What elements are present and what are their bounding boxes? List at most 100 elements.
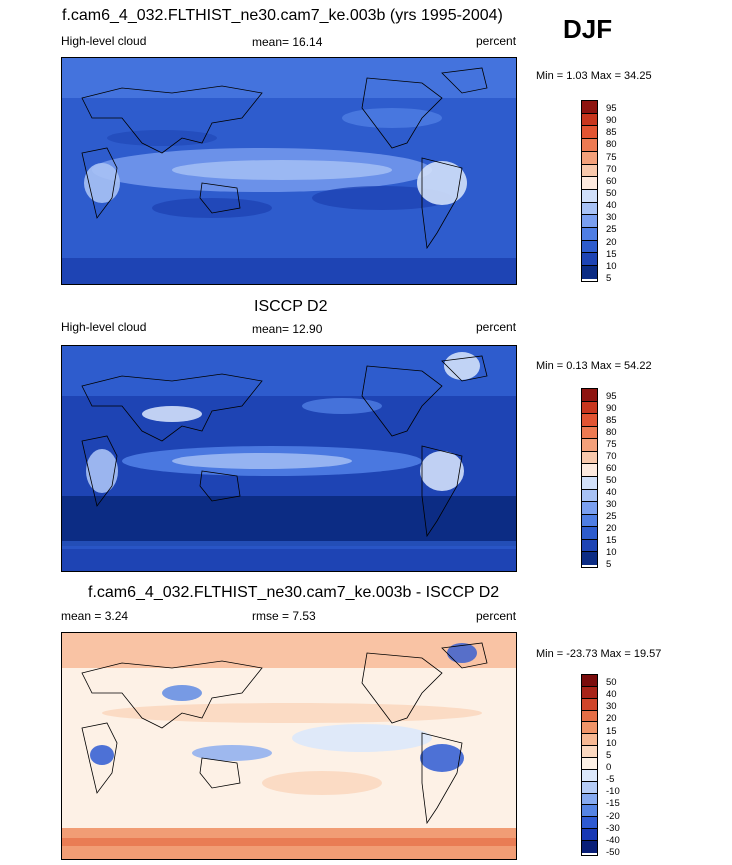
colorbar-tick-label: 20 <box>606 523 617 534</box>
colorbar-tick-label: 40 <box>606 689 617 701</box>
colorbar-tick-label: -20 <box>606 810 620 822</box>
colorbar-segment <box>582 215 597 229</box>
panel3-minmax: Min = -23.73 Max = 19.57 <box>536 648 662 660</box>
panel3-map <box>61 632 517 860</box>
colorbar-segment <box>582 189 597 203</box>
colorbar-segment <box>582 253 597 267</box>
panel3-mean: mean = 3.24 <box>61 609 129 623</box>
colorbar-tick-label: 85 <box>606 127 617 139</box>
panel3-title: f.cam6_4_032.FLTHIST_ne30.cam7_ke.003b -… <box>88 584 500 601</box>
colorbar-tick-label: 15 <box>606 725 617 737</box>
colorbar-segment <box>582 758 597 770</box>
colorbar-tick-label: 0 <box>606 762 612 773</box>
colorbar-segment <box>582 734 597 747</box>
colorbar-segment <box>582 464 597 477</box>
panel3-rmse: rmse = 7.53 <box>252 609 316 623</box>
colorbar-tick-label: 15 <box>606 248 617 260</box>
colorbar-segment <box>582 113 597 127</box>
panel2-map <box>61 345 517 572</box>
colorbar-segment <box>582 769 597 782</box>
colorbar-segment <box>582 126 597 140</box>
panel2-title: ISCCP D2 <box>254 298 328 315</box>
colorbar-tick-label: 5 <box>606 273 612 284</box>
panel3-units: percent <box>476 609 517 623</box>
colorbar-segment <box>582 829 597 842</box>
colorbar-tick-label: 50 <box>606 475 617 486</box>
colorbar-tick-label: 25 <box>606 511 617 522</box>
colorbar-segment <box>582 817 597 830</box>
colorbar-segment <box>582 489 597 503</box>
colorbar-segment <box>582 793 597 806</box>
colorbar-segment <box>582 539 597 553</box>
colorbar-tick-label: 95 <box>606 391 617 402</box>
colorbar-segment <box>582 177 597 190</box>
colorbar-segment <box>582 439 597 452</box>
colorbar-segment <box>582 841 597 853</box>
colorbar-tick-label: -40 <box>606 834 620 846</box>
colorbar-segment <box>582 426 597 440</box>
colorbar-tick-label: 30 <box>606 701 617 713</box>
panel2-mean: mean= 12.90 <box>252 322 323 336</box>
season-label: DJF <box>563 14 613 44</box>
colorbar-segment <box>582 266 597 279</box>
colorbar-tick-label: 40 <box>606 200 617 212</box>
colorbar-segment <box>582 476 597 490</box>
colorbar-tick-label: -5 <box>606 774 615 786</box>
colorbar-tick-label: 75 <box>606 151 617 163</box>
panel1-map <box>61 57 517 285</box>
colorbar-tick-label: 30 <box>606 212 617 224</box>
colorbar-segment <box>582 698 597 711</box>
colorbar-segment <box>582 502 597 515</box>
panel1-units: percent <box>476 34 517 48</box>
colorbar-segment <box>582 675 597 687</box>
colorbar-tick-label: -10 <box>606 786 620 798</box>
colorbar-tick-label: 80 <box>606 427 617 438</box>
colorbar-segment <box>582 228 597 241</box>
colorbar-segment <box>582 151 597 165</box>
colorbar-tick-label: -50 <box>606 847 620 858</box>
panel3-colorbar <box>581 674 598 856</box>
colorbar-segment <box>582 101 597 114</box>
colorbar-segment <box>582 202 597 216</box>
colorbar-segment <box>582 527 597 540</box>
colorbar-tick-label: 25 <box>606 224 617 236</box>
colorbar-tick-label: 30 <box>606 499 617 510</box>
colorbar-tick-label: 70 <box>606 163 617 175</box>
colorbar-tick-label: 20 <box>606 236 617 248</box>
panel1-mean: mean= 16.14 <box>252 35 323 49</box>
colorbar-tick-label: 10 <box>606 260 617 272</box>
colorbar-segment <box>582 686 597 699</box>
colorbar-tick-label: 5 <box>606 559 612 570</box>
colorbar-segment <box>582 240 597 254</box>
colorbar-tick-label: 70 <box>606 451 617 462</box>
colorbar-segment <box>582 139 597 152</box>
colorbar-segment <box>582 164 597 178</box>
colorbar-segment <box>582 401 597 415</box>
colorbar-tick-label: 75 <box>606 439 617 450</box>
colorbar-segment <box>582 805 597 818</box>
colorbar-segment <box>582 722 597 735</box>
colorbar-segment <box>582 710 597 723</box>
panel2-units: percent <box>476 320 517 334</box>
colorbar-tick-label: 90 <box>606 115 617 127</box>
colorbar-segment <box>582 451 597 465</box>
colorbar-tick-label: 20 <box>606 713 617 725</box>
colorbar-tick-label: 10 <box>606 547 617 558</box>
colorbar-tick-label: 60 <box>606 463 617 474</box>
colorbar-tick-label: 5 <box>606 749 612 761</box>
colorbar-tick-label: 15 <box>606 535 617 546</box>
panel1-minmax: Min = 1.03 Max = 34.25 <box>536 70 652 82</box>
colorbar-tick-label: 80 <box>606 139 617 151</box>
panel2-variable: High-level cloud <box>61 320 147 334</box>
colorbar-segment <box>582 414 597 427</box>
panel1-variable: High-level cloud <box>61 34 147 48</box>
colorbar-tick-label: 10 <box>606 737 617 749</box>
colorbar-tick-label: -30 <box>606 822 620 834</box>
colorbar-tick-label: 60 <box>606 175 617 187</box>
colorbar-tick-label: 95 <box>606 103 617 114</box>
colorbar-tick-label: -15 <box>606 798 620 810</box>
panel1-title: f.cam6_4_032.FLTHIST_ne30.cam7_ke.003b (… <box>62 7 503 24</box>
colorbar-tick-label: 50 <box>606 677 617 688</box>
colorbar-tick-label: 40 <box>606 487 617 498</box>
colorbar-segment <box>582 746 597 759</box>
